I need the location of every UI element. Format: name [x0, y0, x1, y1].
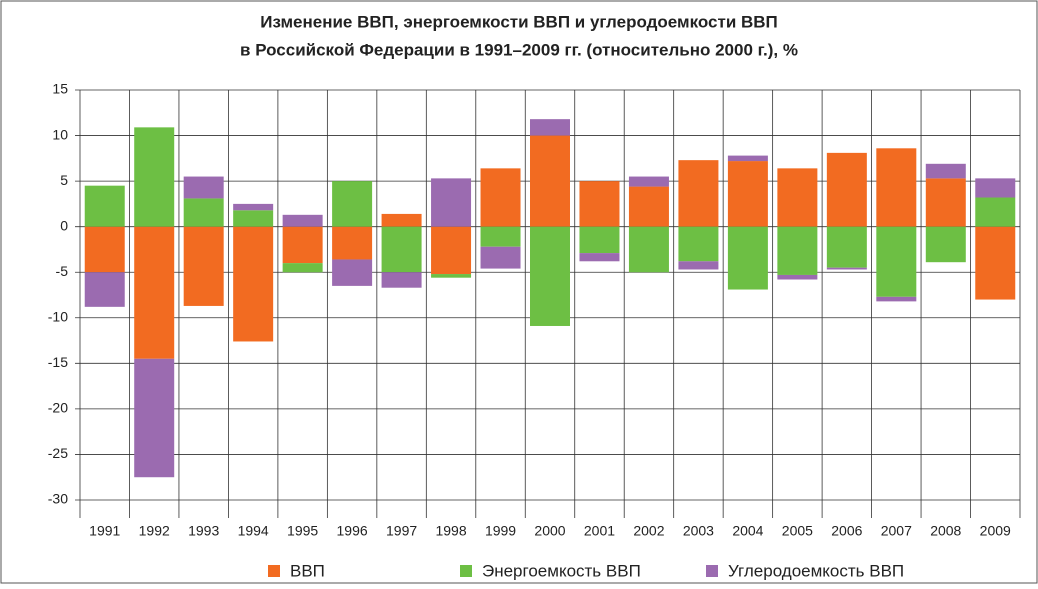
bar [876, 226, 917, 297]
x-tick-label: 1994 [238, 523, 269, 539]
x-tick-label: 1999 [485, 523, 516, 539]
legend-swatch [268, 565, 280, 577]
bar [183, 198, 224, 227]
legend-swatch [460, 565, 472, 577]
y-tick-label: -25 [48, 445, 68, 461]
bar [678, 226, 719, 262]
chart-title: Изменение ВВП, энергоемкости ВВП и углер… [260, 12, 778, 31]
x-tick-label: 1993 [188, 523, 219, 539]
bar [925, 163, 966, 179]
bar [183, 226, 224, 306]
bar [134, 226, 175, 359]
x-tick-label: 2003 [683, 523, 714, 539]
bar [282, 226, 323, 264]
bar [480, 246, 521, 269]
bar [134, 127, 175, 227]
bar [530, 226, 570, 326]
bar [282, 263, 323, 273]
bar [876, 148, 917, 227]
bar [925, 178, 966, 227]
bar [628, 226, 669, 273]
bar [332, 181, 373, 227]
bar [628, 186, 669, 227]
legend-label: Углеродоемкость ВВП [728, 561, 904, 580]
y-tick-label: -10 [48, 308, 68, 324]
y-tick-label: 10 [52, 126, 68, 142]
y-tick-label: 15 [52, 81, 68, 97]
x-tick-label: 2009 [980, 523, 1011, 539]
y-tick-label: -5 [56, 263, 69, 279]
x-tick-label: 1995 [287, 523, 318, 539]
bar [233, 210, 274, 227]
bar [826, 226, 867, 268]
legend-swatch [706, 565, 718, 577]
x-tick-label: 2008 [930, 523, 961, 539]
legend-label: ВВП [290, 561, 325, 580]
bar [777, 168, 818, 227]
bar [628, 176, 669, 187]
bar [727, 226, 768, 290]
x-tick-label: 2005 [782, 523, 813, 539]
bar [381, 213, 422, 227]
bar [876, 296, 917, 302]
bar [233, 203, 274, 211]
bar [84, 272, 125, 307]
y-tick-label: 5 [60, 172, 68, 188]
bar [678, 160, 719, 227]
bar [826, 267, 867, 270]
bar [727, 161, 768, 227]
bar [975, 178, 1016, 198]
bar [777, 274, 818, 280]
bar [183, 176, 224, 199]
x-tick-label: 2007 [881, 523, 912, 539]
chart-title: в Российской Федерации в 1991–2009 гг. (… [240, 40, 798, 59]
legend-label: Энергоемкость ВВП [482, 561, 641, 580]
bar [233, 226, 274, 342]
x-tick-label: 1997 [386, 523, 417, 539]
y-tick-label: 0 [60, 217, 68, 233]
bar [431, 226, 472, 275]
bar [579, 181, 620, 227]
bar [282, 214, 323, 227]
x-tick-label: 1992 [139, 523, 170, 539]
bar [431, 274, 472, 278]
x-tick-label: 2001 [584, 523, 615, 539]
x-tick-label: 1996 [337, 523, 368, 539]
y-tick-label: -20 [48, 400, 68, 416]
x-tick-label: 2002 [633, 523, 664, 539]
x-tick-label: 1991 [89, 523, 120, 539]
bar [332, 259, 373, 286]
bar [975, 226, 1016, 300]
bar [925, 226, 966, 263]
bar [579, 253, 620, 262]
y-tick-label: -30 [48, 491, 68, 507]
bar [381, 272, 422, 288]
bar [579, 226, 620, 254]
bar [480, 168, 521, 227]
bar [530, 135, 570, 227]
bar [84, 226, 125, 273]
x-tick-label: 2000 [534, 523, 565, 539]
x-tick-label: 1998 [435, 523, 466, 539]
bar [480, 226, 521, 247]
bar [975, 197, 1016, 227]
bar [332, 226, 373, 260]
bar [678, 261, 719, 270]
x-tick-label: 2006 [831, 523, 862, 539]
bar [431, 178, 472, 227]
bar [777, 226, 818, 275]
bar [134, 358, 175, 478]
bar [530, 119, 570, 136]
bar [727, 155, 768, 162]
bar [84, 185, 125, 227]
bar [381, 226, 422, 273]
bar [826, 152, 867, 227]
x-tick-label: 2004 [732, 523, 763, 539]
y-tick-label: -15 [48, 354, 68, 370]
